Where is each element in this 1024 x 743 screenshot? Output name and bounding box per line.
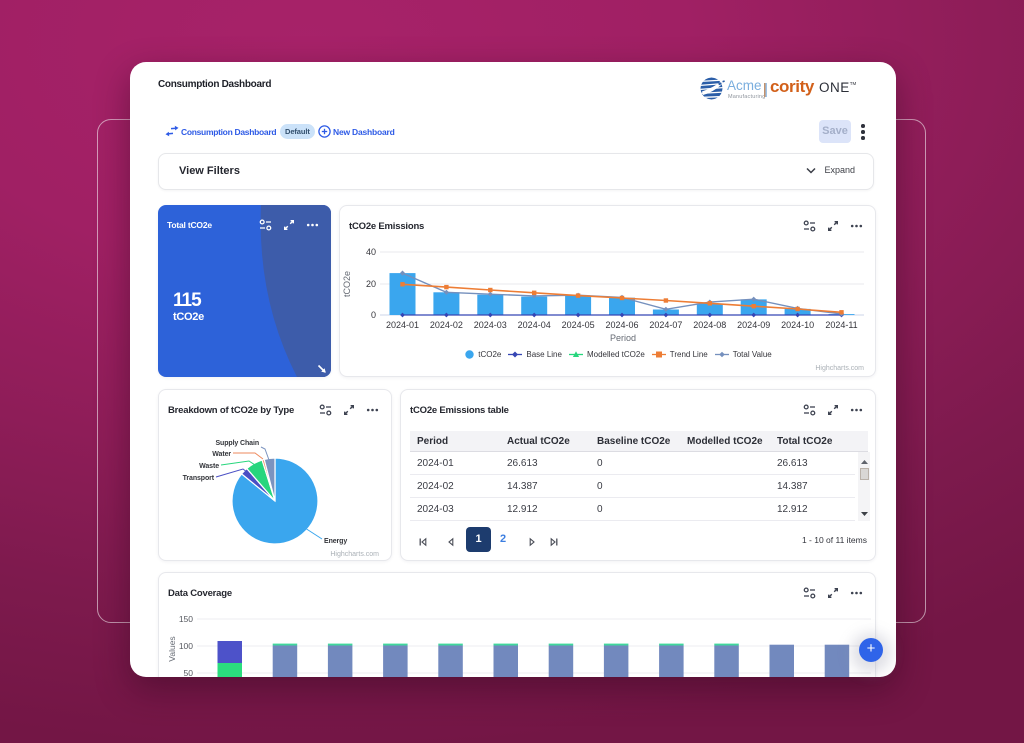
svg-text:Period: Period <box>610 333 636 343</box>
svg-text:2024-02: 2024-02 <box>430 320 463 330</box>
svg-text:Highcharts.com: Highcharts.com <box>330 551 379 558</box>
svg-text:2024-04: 2024-04 <box>518 320 551 330</box>
svg-text:100: 100 <box>179 641 193 651</box>
svg-text:Energy: Energy <box>324 538 347 545</box>
svg-text:tCO2e: tCO2e <box>342 271 352 297</box>
svg-text:Water: Water <box>212 451 231 458</box>
svg-text:Waste: Waste <box>199 463 219 470</box>
svg-text:20: 20 <box>366 279 376 289</box>
svg-text:Highcharts.com: Highcharts.com <box>815 365 864 372</box>
svg-text:50: 50 <box>184 668 194 677</box>
svg-text:2024-11: 2024-11 <box>825 320 857 330</box>
svg-text:Transport: Transport <box>183 475 215 482</box>
svg-text:Supply Chain: Supply Chain <box>215 440 259 447</box>
svg-text:2024-09: 2024-09 <box>737 320 770 330</box>
svg-text:2024-10: 2024-10 <box>781 320 814 330</box>
svg-text:150: 150 <box>179 614 193 624</box>
svg-text:2024-05: 2024-05 <box>562 320 595 330</box>
svg-text:2024-03: 2024-03 <box>474 320 507 330</box>
svg-text:2024-07: 2024-07 <box>649 320 682 330</box>
svg-text:0: 0 <box>371 310 376 320</box>
svg-text:2024-06: 2024-06 <box>605 320 638 330</box>
svg-text:2024-01: 2024-01 <box>386 320 419 330</box>
svg-text:40: 40 <box>366 247 376 257</box>
svg-text:Values: Values <box>167 636 177 661</box>
svg-text:2024-08: 2024-08 <box>693 320 726 330</box>
